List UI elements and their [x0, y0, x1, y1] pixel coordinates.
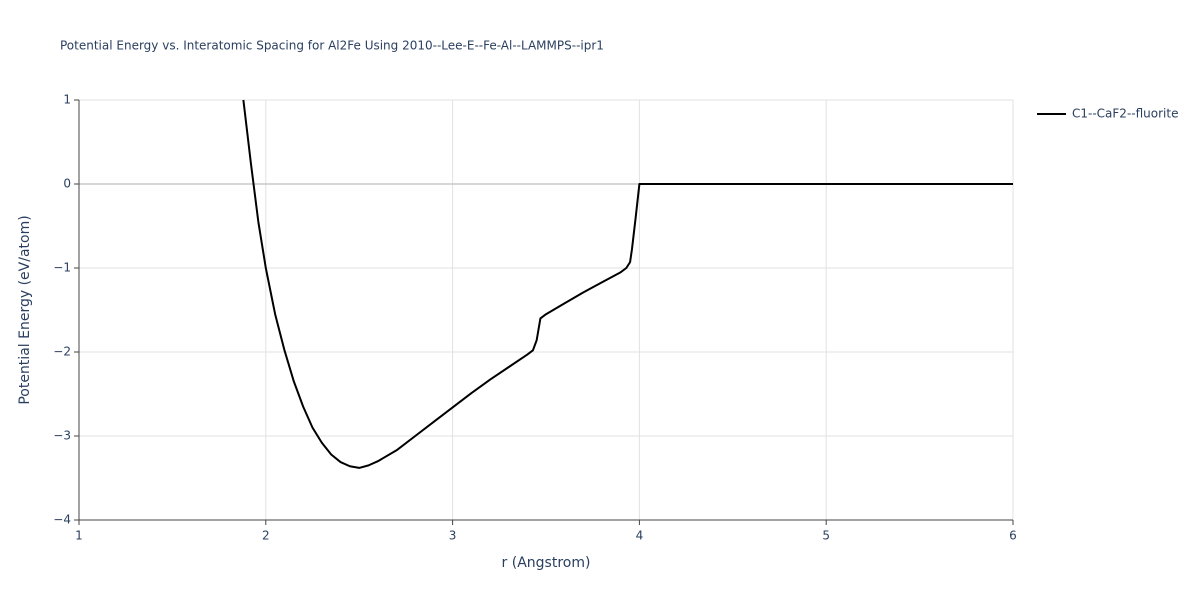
x-tick-label: 1	[75, 529, 83, 543]
x-tick-label: 6	[1009, 529, 1017, 543]
y-tick-label: 1	[63, 93, 71, 107]
series-line	[242, 99, 1013, 469]
x-tick-label: 4	[636, 529, 644, 543]
y-tick-label: −3	[53, 429, 71, 443]
chart-title: Potential Energy vs. Interatomic Spacing…	[60, 39, 604, 53]
x-tick-label: 3	[449, 529, 457, 543]
y-tick-label: −1	[53, 261, 71, 275]
x-axis-title: r (Angstrom)	[502, 555, 591, 571]
x-tick-label: 2	[262, 529, 270, 543]
legend-label: C1--CaF2--fluorite	[1072, 107, 1178, 121]
y-tick-label: 0	[63, 177, 71, 191]
y-tick-label: −4	[53, 513, 71, 527]
y-tick-label: −2	[53, 345, 71, 359]
y-axis-title: Potential Energy (eV/atom)	[17, 215, 33, 404]
x-tick-label: 5	[822, 529, 830, 543]
